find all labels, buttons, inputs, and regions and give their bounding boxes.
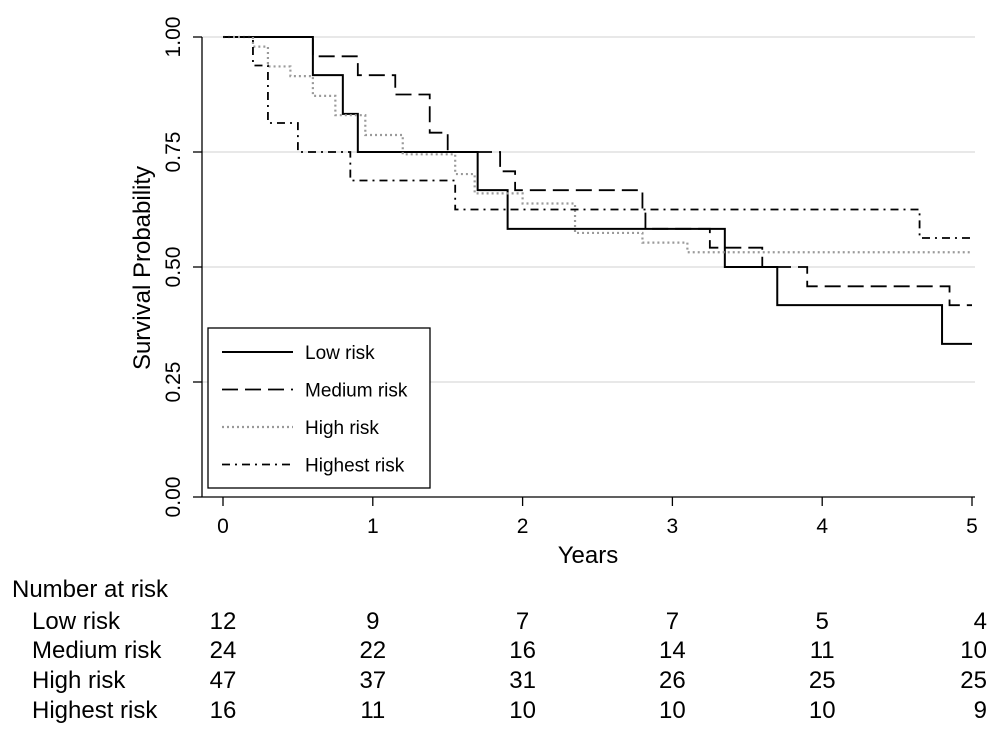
- survival-curves: [223, 35, 972, 345]
- curve-highest-risk: [223, 36, 972, 239]
- risk-count: 10: [659, 697, 686, 724]
- risk-count: 11: [360, 697, 385, 724]
- risk-count: 10: [509, 697, 536, 724]
- risk-count: 31: [509, 667, 536, 694]
- risk-count: 16: [509, 637, 536, 664]
- risk-count: 9: [366, 608, 379, 635]
- risk-count: 25: [960, 667, 987, 694]
- y-axis: 0.00 0.25 0.50 0.75 1.00: [162, 17, 203, 518]
- y-tick-label: 0.25: [162, 362, 185, 403]
- x-tick-label: 0: [217, 515, 229, 538]
- risk-count: 16: [210, 697, 237, 724]
- risk-count: 7: [666, 608, 679, 635]
- risk-count: 47: [210, 667, 237, 694]
- x-tick-label: 1: [367, 515, 379, 538]
- risk-count: 22: [359, 637, 386, 664]
- y-tick-label: 0.00: [162, 477, 185, 518]
- risk-count: 25: [809, 667, 836, 694]
- legend-box: [207, 327, 431, 489]
- legend-label: High risk: [305, 418, 379, 439]
- risk-count: 37: [359, 667, 386, 694]
- risk-row-label: Highest risk: [32, 697, 158, 724]
- x-tick-label: 5: [966, 515, 978, 538]
- risk-count: 11: [810, 637, 835, 664]
- risk-count: 4: [974, 608, 987, 635]
- risk-count: 14: [659, 637, 686, 664]
- legend-label: Highest risk: [305, 456, 405, 477]
- risk-count: 9: [974, 697, 987, 724]
- x-tick-label: 3: [667, 515, 679, 538]
- curve-high-risk: [223, 35, 972, 254]
- x-axis: 0 1 2 3 4 5: [202, 496, 978, 538]
- x-tick-label: 4: [816, 515, 828, 538]
- risk-row-label: High risk: [32, 667, 126, 694]
- risk-count: 12: [210, 608, 237, 635]
- risk-count: 10: [809, 697, 836, 724]
- y-axis-label: Survival Probability: [129, 166, 156, 370]
- risk-count: 24: [210, 637, 237, 664]
- y-tick-label: 0.50: [162, 247, 185, 288]
- legend-label: Medium risk: [305, 381, 408, 402]
- risk-table-title: Number at risk: [12, 576, 169, 603]
- legend-label: Low risk: [305, 343, 375, 364]
- risk-count: 26: [659, 667, 686, 694]
- legend: Low risk Medium risk High risk Highest risk: [207, 327, 431, 489]
- risk-row-label: Low risk: [32, 608, 121, 635]
- risk-table: Number at risk Low risk 12 9 7 7 5 4 Medium ris…: [12, 576, 987, 724]
- risk-count: 10: [960, 637, 987, 664]
- risk-count: 5: [816, 608, 829, 635]
- curve-medium-risk: [223, 36, 972, 307]
- risk-count: 7: [516, 608, 529, 635]
- risk-row-label: Medium risk: [32, 637, 162, 664]
- y-tick-label: 1.00: [162, 17, 185, 58]
- y-tick-label: 0.75: [162, 132, 185, 173]
- curve-low-risk: [223, 36, 972, 345]
- x-tick-label: 2: [517, 515, 529, 538]
- x-axis-label: Years: [558, 542, 619, 569]
